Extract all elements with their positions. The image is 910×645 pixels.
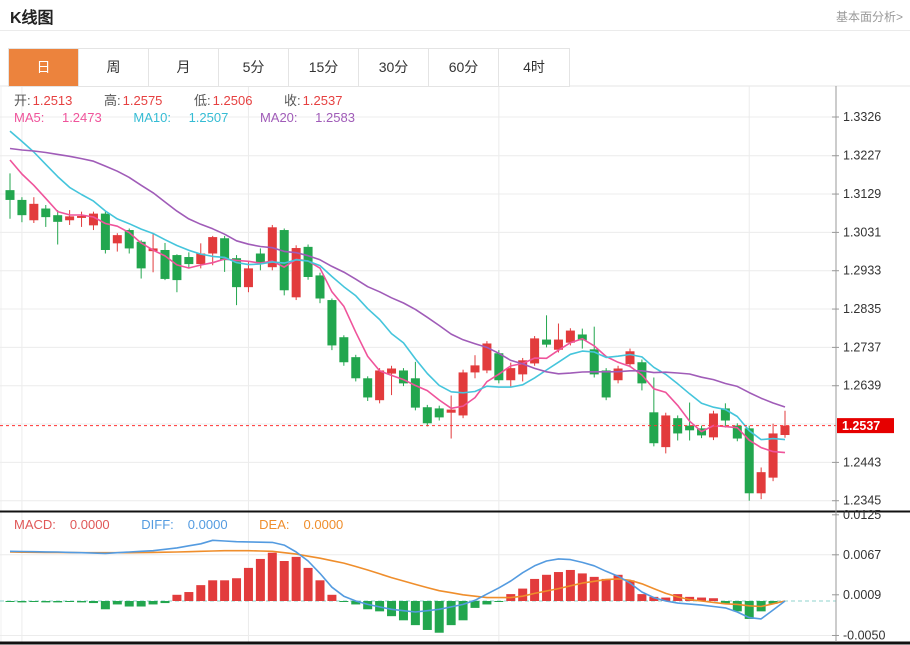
- svg-text:0.0009: 0.0009: [843, 588, 881, 602]
- open-value: 1.2513: [32, 93, 73, 108]
- dea-line: [9, 549, 786, 608]
- low-label: 低:: [194, 93, 211, 108]
- diff-line: [9, 539, 786, 620]
- axis-labels: 1.3326 1.3227 1.3129 1.3031 1.2933 1.2835 1.27…: [832, 110, 885, 642]
- macd-histogram: [5, 552, 778, 633]
- svg-text:1.2345: 1.2345: [843, 494, 881, 508]
- tab-30min[interactable]: 30分: [359, 49, 429, 86]
- ma10-label: MA10:: [133, 110, 171, 125]
- tab-15min[interactable]: 15分: [289, 49, 359, 86]
- ma5-value: 1.2473: [61, 110, 102, 125]
- dea-label: DEA:: [259, 517, 290, 532]
- svg-text:1.2537: 1.2537: [842, 419, 880, 433]
- high-value: 1.2575: [122, 93, 163, 108]
- svg-text:1.2933: 1.2933: [843, 264, 881, 278]
- tab-month[interactable]: 月: [149, 49, 219, 86]
- grid-layer: [0, 85, 910, 642]
- svg-text:-0.0050: -0.0050: [843, 628, 885, 642]
- page-title: K线图: [10, 10, 54, 27]
- svg-text:1.2639: 1.2639: [843, 379, 881, 393]
- ma5-label: MA5:: [14, 110, 45, 125]
- tab-5min[interactable]: 5分: [219, 49, 289, 86]
- ma20-line: [9, 147, 786, 408]
- ma10-line: [9, 130, 786, 441]
- svg-text:1.3129: 1.3129: [843, 187, 881, 201]
- svg-text:0.0125: 0.0125: [843, 508, 881, 522]
- close-label: 收:: [284, 93, 301, 108]
- interval-tabs: 日 周 月 5分 15分 30分 60分 4时: [8, 48, 570, 87]
- low-value: 1.2506: [212, 93, 253, 108]
- tab-week[interactable]: 周: [79, 49, 149, 86]
- macd-value: 0.0000: [69, 517, 110, 532]
- current-price-badge: 1.2537: [837, 418, 894, 434]
- fundamental-analysis-link[interactable]: 基本面分析>: [835, 10, 903, 24]
- svg-text:1.2737: 1.2737: [843, 340, 881, 354]
- tab-60min[interactable]: 60分: [429, 49, 499, 86]
- svg-text:1.3031: 1.3031: [843, 225, 881, 239]
- macd-label: MACD:: [14, 517, 56, 532]
- dea-value: 0.0000: [303, 517, 344, 532]
- svg-text:1.3227: 1.3227: [843, 149, 881, 163]
- ma10-value: 1.2507: [188, 110, 229, 125]
- diff-label: DIFF:: [141, 517, 174, 532]
- macd-legend: MACD: 0.0000 DIFF: 0.0000 DEA: 0.0000: [14, 517, 371, 532]
- ma-legend: MA5: 1.2473 MA10: 1.2507 MA20: 1.2583: [14, 110, 383, 125]
- diff-value: 0.0000: [187, 517, 228, 532]
- svg-text:1.2835: 1.2835: [843, 302, 881, 316]
- tab-4hour[interactable]: 4时: [499, 49, 569, 86]
- high-label: 高:: [104, 93, 121, 108]
- close-value: 1.2537: [302, 93, 343, 108]
- svg-text:1.2443: 1.2443: [843, 455, 881, 469]
- ma20-label: MA20:: [259, 110, 298, 125]
- open-label: 开:: [14, 93, 31, 108]
- title-divider: [0, 30, 910, 31]
- tab-day[interactable]: 日: [9, 49, 79, 86]
- ma5-line: [9, 159, 786, 454]
- ohlc-legend: 开: 1.2513 高: 1.2575 低: 1.2506 收: 1.2537: [14, 90, 370, 109]
- svg-text:1.3326: 1.3326: [843, 110, 881, 124]
- candles-layer: [5, 173, 790, 501]
- svg-text:0.0067: 0.0067: [843, 548, 881, 562]
- ma20-value: 1.2583: [315, 110, 355, 125]
